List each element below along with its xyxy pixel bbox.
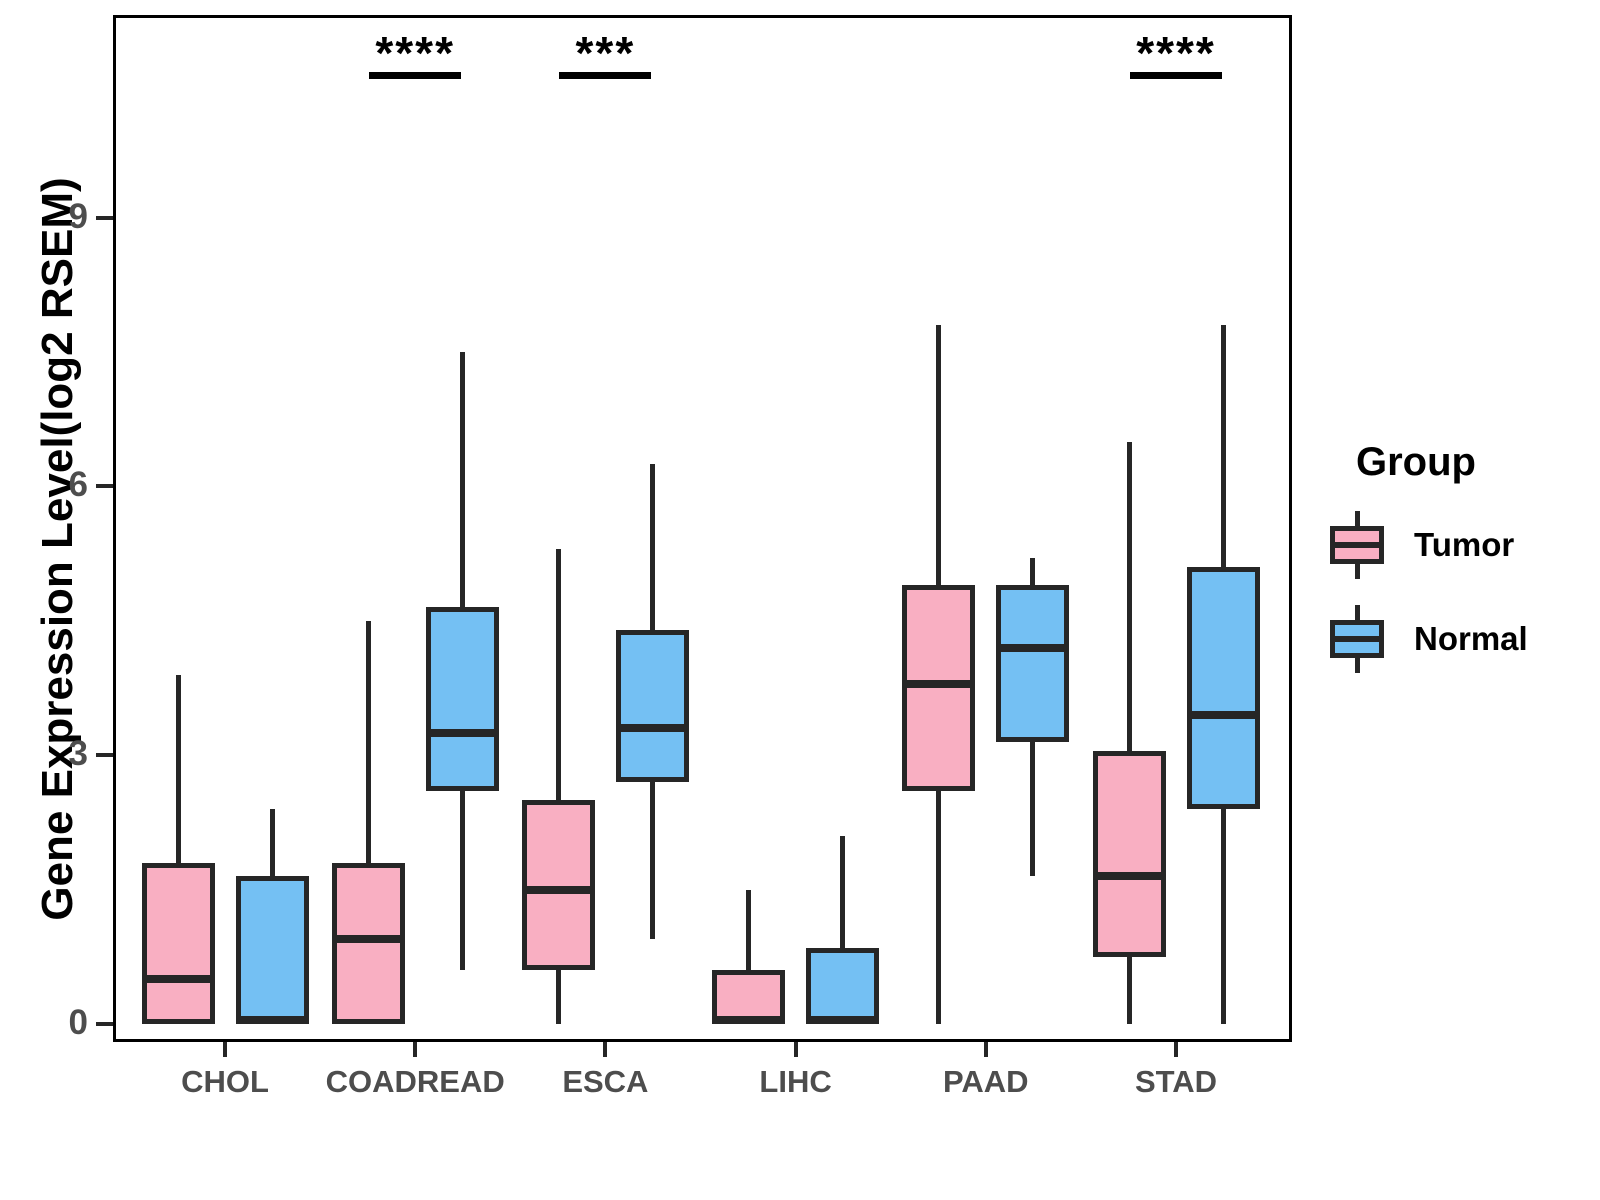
- legend-label-tumor: Tumor: [1414, 526, 1515, 563]
- y-tick-mark: [96, 753, 113, 758]
- y-axis-title: Gene Expression Level(log2 RSEM): [33, 177, 82, 921]
- x-tick-mark: [603, 1042, 608, 1057]
- x-category-label: CHOL: [181, 1064, 269, 1099]
- x-category-label: LIHC: [759, 1064, 832, 1099]
- x-category-label: ESCA: [562, 1064, 649, 1099]
- legend-label-normal: Normal: [1414, 620, 1528, 657]
- x-category-label: COADREAD: [325, 1064, 505, 1099]
- tumor-boxplot-glyph: [1330, 511, 1384, 579]
- glyph-median: [1330, 542, 1384, 548]
- x-category-label: STAD: [1134, 1064, 1218, 1099]
- x-tick-mark: [223, 1042, 227, 1057]
- x-tick-mark: [793, 1042, 798, 1057]
- x-tick-mark: [1174, 1042, 1178, 1057]
- x-category-label: PAAD: [943, 1064, 1029, 1099]
- y-tick-mark: [96, 1022, 113, 1026]
- y-tick-label: 0: [68, 1003, 88, 1042]
- x-tick-mark: [413, 1042, 418, 1057]
- x-tick-mark: [983, 1042, 988, 1057]
- legend-entry-normal: Normal: [1330, 605, 1590, 673]
- plot-panel: [113, 15, 1292, 1042]
- y-tick-mark: [96, 215, 113, 220]
- normal-boxplot-glyph: [1330, 605, 1384, 673]
- glyph-median: [1330, 636, 1384, 642]
- legend: Group Tumor Normal: [1330, 440, 1590, 699]
- y-tick-mark: [96, 484, 113, 489]
- legend-entry-tumor: Tumor: [1330, 511, 1590, 579]
- legend-title: Group: [1356, 440, 1476, 484]
